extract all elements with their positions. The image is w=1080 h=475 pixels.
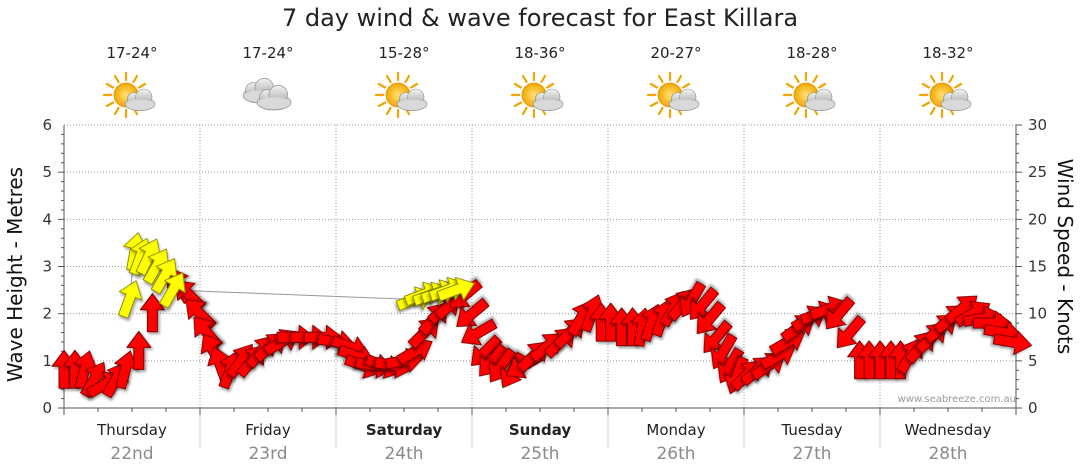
- partly-cloudy-icon: [782, 71, 836, 119]
- left-tick-label: 0: [42, 399, 52, 417]
- day-name: Thursday: [96, 421, 167, 439]
- day-temperature: 18-32°: [922, 44, 973, 62]
- right-tick-label: 0: [1028, 399, 1038, 417]
- left-tick-label: 4: [42, 210, 52, 228]
- day-name: Monday: [646, 421, 705, 439]
- day-temperature: 18-36°: [514, 44, 565, 62]
- axes: 0 1 2 3 4 5 6 0 5 10 15 20 25 30 Wave Height - Metres W…: [3, 116, 1077, 417]
- wind-arrow: [992, 330, 1033, 356]
- wind-arrow: [126, 330, 152, 370]
- day-date: 24th: [384, 444, 423, 464]
- day-date: 26th: [656, 444, 695, 464]
- watermark: www.seabreeze.com.au: [898, 394, 1016, 405]
- day-name: Wednesday: [905, 421, 992, 439]
- day-name: Sunday: [509, 421, 572, 439]
- day-temperature: 15-28°: [378, 44, 429, 62]
- day-temperature: 17-24°: [242, 44, 293, 62]
- day-date: 22nd: [110, 444, 153, 464]
- left-axis-title: Wave Height - Metres: [3, 167, 27, 382]
- partly-cloudy-icon: [918, 71, 972, 119]
- right-tick-label: 5: [1028, 352, 1038, 370]
- right-tick-label: 20: [1028, 210, 1047, 228]
- wind-arrow: [825, 296, 856, 330]
- partly-cloudy-icon: [102, 71, 156, 119]
- wave-arrow: [436, 276, 475, 302]
- right-tick-label: 25: [1028, 163, 1047, 181]
- left-tick-label: 2: [42, 305, 52, 323]
- data-marks: [51, 232, 1033, 399]
- day-temperature: 20-27°: [650, 44, 701, 62]
- wind-arrow: [836, 314, 867, 349]
- day-labels: 17-24° Thursday 22nd 17-24° Friday 23rd 15-28°…: [96, 44, 991, 464]
- wave-arrow: [158, 272, 186, 309]
- left-tick-label: 1: [42, 352, 52, 370]
- day-date: 28th: [928, 444, 967, 464]
- chart-title: 7 day wind & wave forecast for East Kill…: [281, 4, 799, 32]
- day-temperature: 18-28°: [786, 44, 837, 62]
- cloudy-icon: [242, 78, 292, 111]
- wind-arrow: [696, 300, 726, 335]
- right-tick-label: 15: [1028, 258, 1047, 276]
- wave-arrow: [117, 280, 143, 319]
- right-axis-title: Wind Speed - Knots: [1053, 159, 1077, 355]
- left-tick-label: 6: [42, 116, 52, 134]
- grid: [64, 124, 1016, 448]
- left-tick-label: 5: [42, 163, 52, 181]
- left-tick-label: 3: [42, 258, 52, 276]
- day-name: Friday: [245, 421, 291, 439]
- wind-arrow: [460, 318, 498, 346]
- day-name: Tuesday: [780, 421, 842, 439]
- partly-cloudy-icon: [646, 71, 700, 119]
- partly-cloudy-icon: [510, 71, 564, 119]
- wind-arrow: [456, 297, 490, 328]
- day-temperature: 17-24°: [106, 44, 157, 62]
- day-date: 25th: [520, 444, 559, 464]
- day-date: 27th: [792, 444, 831, 464]
- wind-arrow: [139, 293, 165, 333]
- right-tick-label: 10: [1028, 305, 1047, 323]
- partly-cloudy-icon: [374, 71, 428, 119]
- day-name: Saturday: [366, 421, 443, 439]
- day-date: 23rd: [248, 444, 287, 464]
- right-tick-label: 30: [1028, 116, 1047, 134]
